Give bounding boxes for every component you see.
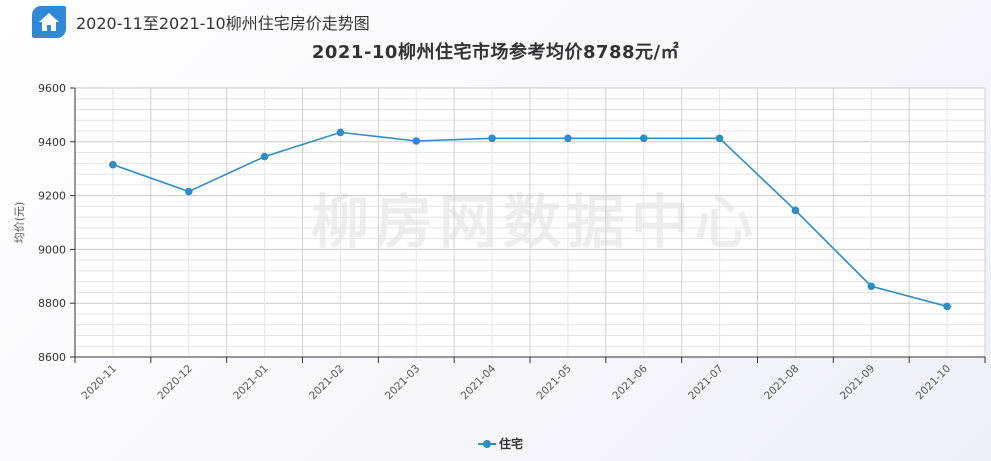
data-point[interactable] (943, 302, 951, 311)
x-tick-label: 2021-02 (307, 363, 347, 403)
watermark: 柳房网数据中心 (311, 188, 759, 256)
header-title: 2020-11至2021-10柳州住宅房价走势图 (76, 14, 370, 33)
x-tick-label: 2021-06 (610, 362, 650, 402)
y-tick-label: 9200 (38, 190, 66, 203)
data-point[interactable] (260, 152, 269, 161)
chart-title: 2021-10柳州住宅市场参考均价8788元/㎡ (311, 42, 680, 63)
x-tick-label: 2021-10 (914, 363, 954, 403)
x-tick-label: 2021-09 (838, 363, 878, 403)
y-tick-label: 9600 (38, 82, 66, 95)
data-point[interactable] (109, 160, 117, 169)
header: 2020-11至2021-10柳州住宅房价走势图 (32, 6, 370, 38)
data-point[interactable] (715, 134, 724, 143)
home-icon[interactable] (32, 6, 66, 38)
x-tick-label: 2021-01 (231, 363, 271, 403)
y-axis-label: 均价(元) (13, 202, 26, 244)
data-point[interactable] (639, 134, 648, 143)
x-tick-label: 2021-08 (762, 363, 802, 403)
y-tick-label: 8600 (38, 351, 66, 364)
legend-marker (483, 440, 491, 448)
data-point[interactable] (488, 134, 496, 143)
data-point[interactable] (867, 282, 876, 291)
legend-label[interactable]: 住宅 (499, 436, 523, 451)
x-tick-label: 2021-07 (686, 363, 726, 403)
x-tick-label: 2021-05 (535, 363, 575, 403)
x-tick-label: 2021-04 (459, 362, 499, 402)
y-tick-label: 9000 (38, 243, 66, 256)
data-point[interactable] (564, 134, 572, 143)
data-point[interactable] (791, 206, 800, 215)
series-line (112, 131, 948, 308)
y-tick-label: 9400 (38, 136, 66, 149)
data-point[interactable] (412, 137, 421, 145)
data-point[interactable] (184, 187, 193, 196)
x-tick-label: 2020-12 (155, 363, 195, 403)
y-tick-label: 8800 (38, 297, 66, 310)
x-tick-label: 2020-11 (80, 363, 120, 403)
x-tick-label: 2021-03 (383, 363, 423, 403)
data-point[interactable] (336, 128, 345, 137)
